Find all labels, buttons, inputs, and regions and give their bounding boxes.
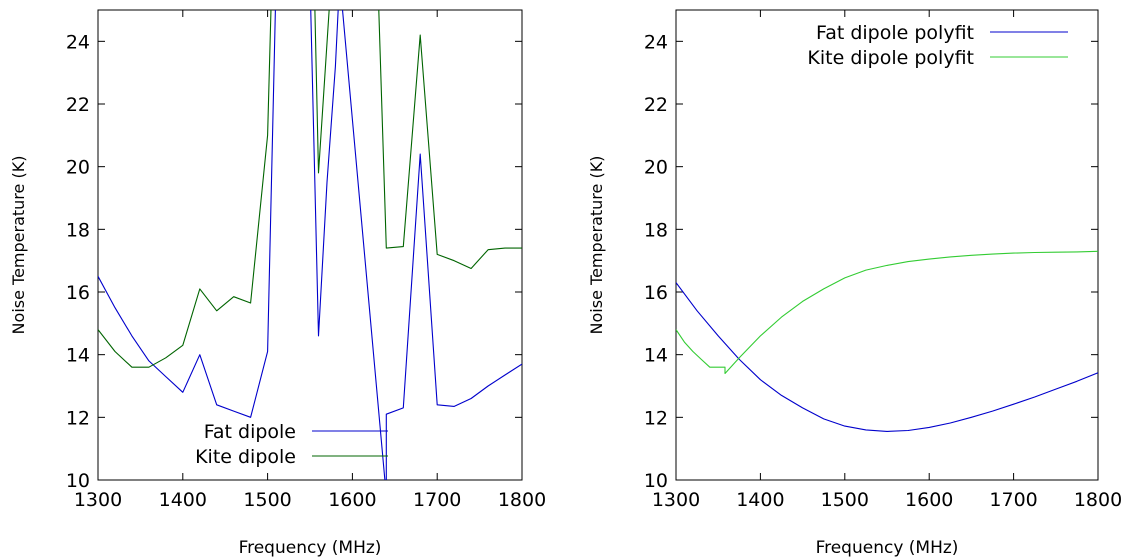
x-axis-title: Frequency (MHz) xyxy=(239,538,382,557)
y-tick-label: 14 xyxy=(66,345,90,367)
plot-frame xyxy=(97,9,523,481)
y-tick-label: 16 xyxy=(66,282,90,304)
x-tick-label: 1400 xyxy=(736,489,784,511)
series-line-fat-dipole-polyfit xyxy=(676,282,1098,432)
x-tick-label: 1600 xyxy=(328,489,376,511)
legend-label: Fat dipole xyxy=(204,421,296,443)
y-axis-title: Noise Temperature (K) xyxy=(587,156,606,335)
x-tick-label: 1500 xyxy=(821,489,869,511)
x-tick-label: 1600 xyxy=(905,489,953,511)
y-tick-label: 12 xyxy=(66,407,90,429)
right-chart-panel: 1300 1400 1500 1600 1700 1800 10 12 14 16 18 20 22 24… xyxy=(587,9,1122,557)
x-tick-label: 1800 xyxy=(1074,489,1122,511)
y-tick-label: 24 xyxy=(644,31,668,53)
y-axis-title: Noise Temperature (K) xyxy=(9,156,28,335)
series-line-fat-dipole xyxy=(98,10,522,480)
plot-frame xyxy=(675,9,1099,481)
legend-label: Kite dipole xyxy=(195,446,296,468)
y-tick-label: 20 xyxy=(66,157,90,179)
y-tick-label: 10 xyxy=(644,470,668,492)
y-tick-label: 14 xyxy=(644,345,668,367)
left-chart-panel: 1300 1400 1500 1600 1700 1800 10 12 14 16 18 20 22 24… xyxy=(9,9,546,557)
y-tick-label: 10 xyxy=(66,470,90,492)
x-tick-label: 1700 xyxy=(989,489,1037,511)
y-tick-label: 12 xyxy=(644,407,668,429)
y-tick-label: 18 xyxy=(66,219,90,241)
y-tick-label: 18 xyxy=(644,219,668,241)
x-axis-title: Frequency (MHz) xyxy=(816,538,959,557)
x-tick-label: 1700 xyxy=(413,489,461,511)
x-tick-label: 1800 xyxy=(498,489,546,511)
y-tick-label: 16 xyxy=(644,282,668,304)
x-tick-label: 1400 xyxy=(159,489,207,511)
y-tick-label: 24 xyxy=(66,31,90,53)
x-tick-label: 1300 xyxy=(652,489,700,511)
x-tick-label: 1500 xyxy=(243,489,291,511)
legend-label: Kite dipole polyfit xyxy=(807,47,974,69)
legend-label: Fat dipole polyfit xyxy=(816,22,974,44)
series-group xyxy=(676,250,1098,432)
series-line-kite-dipole-polyfit xyxy=(676,250,1098,375)
y-tick-label: 20 xyxy=(644,157,668,179)
x-tick-label: 1300 xyxy=(74,489,122,511)
series-line-kite-dipole xyxy=(98,10,522,368)
y-tick-label: 22 xyxy=(644,94,668,116)
series-group xyxy=(98,10,522,480)
y-tick-label: 22 xyxy=(66,94,90,116)
